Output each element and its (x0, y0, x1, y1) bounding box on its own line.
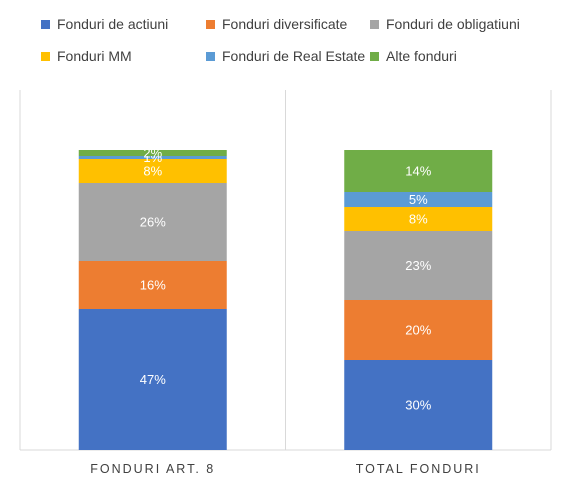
legend-label: Fonduri de actiuni (57, 16, 168, 32)
legend-swatch (206, 20, 215, 29)
data-label: 8% (143, 164, 162, 179)
legend-swatch (41, 52, 50, 61)
bar-segment (344, 360, 493, 450)
data-label: 30% (405, 398, 431, 413)
data-label: 16% (140, 278, 166, 293)
data-label: 26% (140, 215, 166, 230)
bar-segment (78, 150, 227, 156)
legend-label: Fonduri MM (57, 48, 132, 64)
legend-swatch (370, 52, 379, 61)
bar-segment (344, 300, 493, 360)
data-label: 47% (140, 372, 166, 387)
category-label: TOTAL FONDURI (356, 462, 481, 476)
legend-swatch (206, 52, 215, 61)
data-label: 2% (143, 146, 162, 161)
bar-segment (78, 309, 227, 450)
legend-swatch (41, 20, 50, 29)
legend-label: Fonduri diversificate (222, 16, 347, 32)
bar-segment (78, 156, 227, 159)
bar-segment (344, 231, 493, 300)
bar-segment (78, 159, 227, 183)
data-label: 20% (405, 323, 431, 338)
bar-segment (344, 192, 493, 207)
data-label: 14% (405, 164, 431, 179)
data-label: 8% (409, 212, 428, 227)
legend-swatch (370, 20, 379, 29)
bar-segment (78, 261, 227, 309)
legend-label: Fonduri de Real Estate (222, 48, 365, 64)
bar-segment (78, 183, 227, 261)
data-label: 23% (405, 258, 431, 273)
bar-segment (344, 207, 493, 231)
data-label: 5% (409, 192, 428, 207)
legend-label: Fonduri de obligatiuni (386, 16, 520, 32)
category-label: FONDURI ART. 8 (90, 462, 215, 476)
legend-label: Alte fonduri (386, 48, 457, 64)
bar-segment (344, 150, 493, 192)
